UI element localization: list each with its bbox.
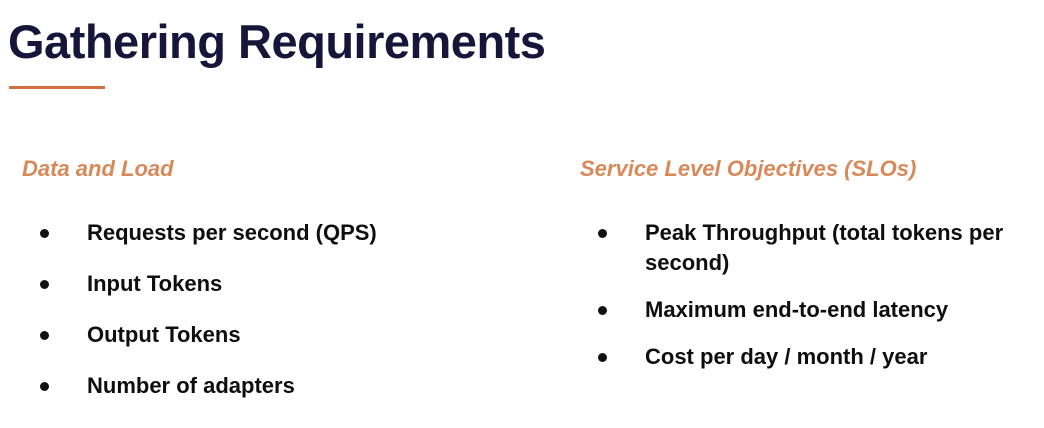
list-item-label: Maximum end-to-end latency [645, 297, 949, 322]
data-and-load-heading: Data and Load [22, 156, 174, 181]
list-item-label: Peak Throughput (total tokens per second… [645, 220, 1004, 275]
list-item: Peak Throughput (total tokens per second… [580, 218, 1030, 278]
bullet-icon [40, 331, 49, 340]
list-item: Cost per day / month / year [580, 342, 1030, 372]
list-item: Output Tokens [22, 320, 492, 350]
title-underline [9, 86, 105, 89]
bullet-icon [40, 382, 49, 391]
list-item: Maximum end-to-end latency [580, 295, 1030, 325]
list-item-label: Cost per day / month / year [645, 344, 928, 369]
list-item: Number of adapters [22, 371, 492, 401]
slo-heading: Service Level Objectives (SLOs) [580, 156, 917, 181]
list-item: Requests per second (QPS) [22, 218, 492, 248]
slide-title: Gathering Requirements [8, 15, 546, 68]
bullet-icon [40, 229, 49, 238]
data-and-load-list: Requests per second (QPS) Input Tokens O… [22, 218, 492, 422]
bullet-icon [598, 353, 607, 362]
list-item-label: Input Tokens [87, 271, 223, 296]
list-item-label: Output Tokens [87, 322, 241, 347]
list-item: Input Tokens [22, 269, 492, 299]
slo-section: Service Level Objectives (SLOs) Peak Thr… [580, 156, 1030, 369]
bullet-icon [40, 280, 49, 289]
list-item-label: Number of adapters [87, 373, 295, 398]
slo-list: Peak Throughput (total tokens per second… [580, 218, 1030, 389]
data-and-load-section: Data and Load Requests per second (QPS) … [22, 156, 492, 398]
bullet-icon [598, 306, 607, 315]
list-item-label: Requests per second (QPS) [87, 220, 377, 245]
bullet-icon [598, 229, 607, 238]
